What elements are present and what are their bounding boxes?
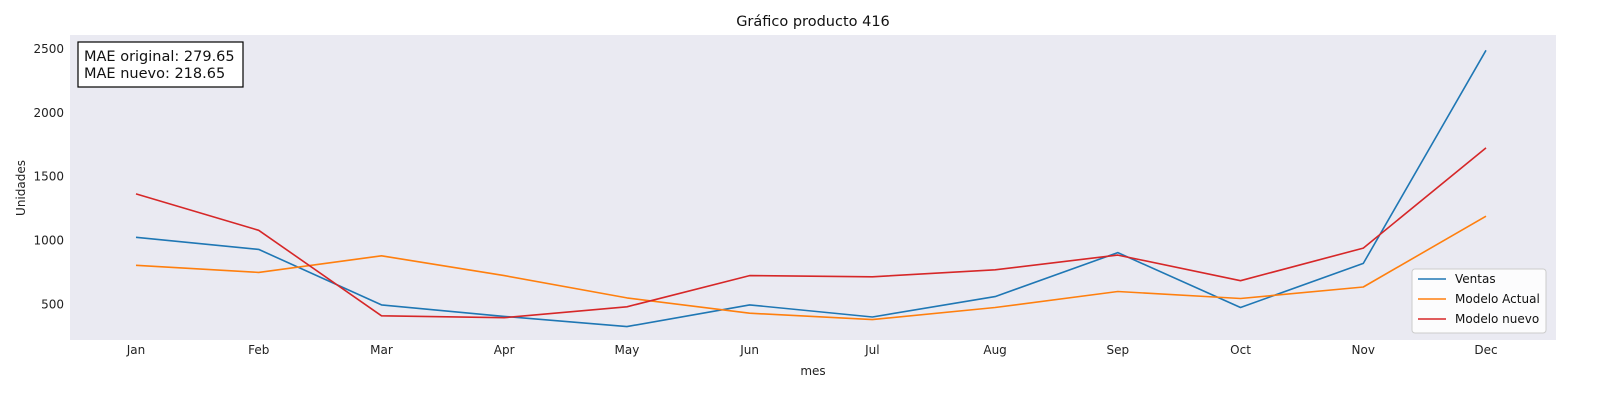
x-tick-label: Jun <box>739 343 759 357</box>
series-line-modelo-nuevo <box>135 147 1487 319</box>
series-line-modelo-actual <box>135 215 1487 321</box>
y-tick-label: 2000 <box>33 106 64 120</box>
annotation-frame <box>77 41 244 88</box>
x-tick-label: Dec <box>1474 343 1497 357</box>
x-tick-label: Mar <box>370 343 393 357</box>
mae-nuevo-text: MAE nuevo: 218.65 <box>84 66 225 82</box>
legend-entry: Modelo nuevo <box>1455 312 1539 326</box>
x-tick-label: Sep <box>1107 343 1130 357</box>
x-tick-label: Jan <box>126 343 146 357</box>
legend-entry: Modelo Actual <box>1455 292 1540 306</box>
legend: Ventas Modelo Actual Modelo nuevo <box>1411 268 1547 334</box>
y-tick-label: 500 <box>41 297 64 311</box>
y-tick-label: 1500 <box>33 170 64 184</box>
plot-area <box>70 35 1556 340</box>
mae-original-text: MAE original: 279.65 <box>84 49 235 65</box>
mae-annotation-box: MAE original: 279.65 MAE nuevo: 218.65 <box>77 41 244 88</box>
y-tick-labels: 500 1000 1500 2000 2500 <box>33 42 64 311</box>
x-tick-labels: Jan Feb Mar Apr May Jun Jul Aug Sep Oct Nov Dec <box>126 343 1498 357</box>
legend-frame <box>1411 268 1547 334</box>
x-tick-label: May <box>615 343 640 357</box>
y-tick-label: 2500 <box>33 42 64 56</box>
legend-entry: Ventas <box>1455 272 1496 286</box>
x-tick-label: Oct <box>1230 343 1251 357</box>
x-tick-label: Jul <box>864 343 879 357</box>
x-axis-label: mes <box>800 364 825 378</box>
y-axis-label: Unidades <box>14 160 28 216</box>
y-tick-label: 1000 <box>33 233 64 247</box>
x-tick-label: Nov <box>1352 343 1375 357</box>
series-lines <box>135 49 1487 328</box>
x-tick-label: Apr <box>494 343 515 357</box>
chart-title: Gráfico producto 416 <box>736 14 890 30</box>
x-tick-label: Aug <box>983 343 1006 357</box>
series-line-ventas <box>135 49 1487 328</box>
x-tick-label: Feb <box>248 343 269 357</box>
